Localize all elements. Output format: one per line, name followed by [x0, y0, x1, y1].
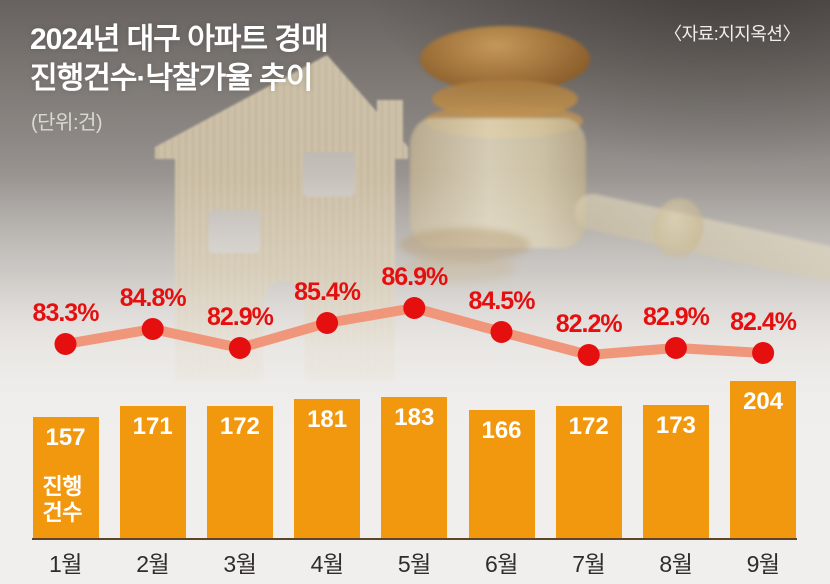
rate-label-7월: 82.2% [555, 310, 623, 338]
rate-label-9월: 82.4% [730, 308, 797, 336]
count-bar-2월: 171 [119, 406, 186, 539]
month-label-1월: 1월 [49, 551, 82, 577]
month-label-6월: 6월 [485, 551, 518, 577]
month-label-9월: 9월 [746, 551, 780, 577]
bar-value: 181 [307, 405, 348, 433]
count-bar-4월: 181 [294, 398, 361, 539]
unit-note: (단위:건) [31, 112, 103, 134]
rate-label-5월: 86.9% [381, 263, 448, 291]
chart-title-line2: 진행건수·낙찰가율 추이 [30, 62, 313, 95]
count-bar-6월: 166 [468, 410, 535, 539]
bar-value: 172 [219, 412, 260, 440]
bar-value: 183 [394, 404, 435, 432]
count-bar-9월: 204 [730, 380, 797, 539]
rate-label-3월: 82.9% [206, 303, 274, 331]
count-bar-5월: 183 [381, 397, 448, 539]
month-label-7월: 7월 [572, 551, 606, 577]
chart-baseline [32, 538, 797, 540]
data-source: 〈자료:지지옥션〉 [664, 24, 800, 44]
bar-value: 204 [743, 387, 784, 415]
month-label-4월: 4월 [310, 551, 344, 577]
bar-value: 157 [45, 424, 86, 452]
rate-label-8월: 82.9% [642, 303, 710, 331]
rate-label-4월: 85.4% [294, 278, 361, 306]
count-bar-7월: 172 [555, 405, 622, 539]
bar-series-label: 진행 건수 [42, 473, 83, 525]
month-label-8월: 8월 [659, 551, 693, 577]
bar-value: 171 [132, 413, 173, 441]
count-bar-8월: 173 [642, 404, 709, 539]
month-label-5월: 5월 [397, 551, 431, 577]
rate-label-6월: 84.5% [468, 287, 536, 315]
count-bar-3월: 172 [206, 405, 273, 539]
bar-value: 173 [655, 411, 696, 439]
bar-value: 172 [568, 412, 609, 440]
rate-label-2월: 84.8% [119, 284, 187, 312]
month-label-3월: 3월 [223, 551, 257, 577]
rate-label-1월: 83.3% [32, 299, 100, 327]
chart-title-line1: 2024년 대구 아파트 경매 [30, 23, 329, 56]
month-label-2월: 2월 [136, 551, 170, 577]
chart-title: 2024년 대구 아파트 경매 진행건수·낙찰가율 추이 [30, 20, 329, 98]
count-bar-1월: 157 진행 건수 [32, 417, 99, 539]
bar-value: 166 [481, 417, 522, 445]
